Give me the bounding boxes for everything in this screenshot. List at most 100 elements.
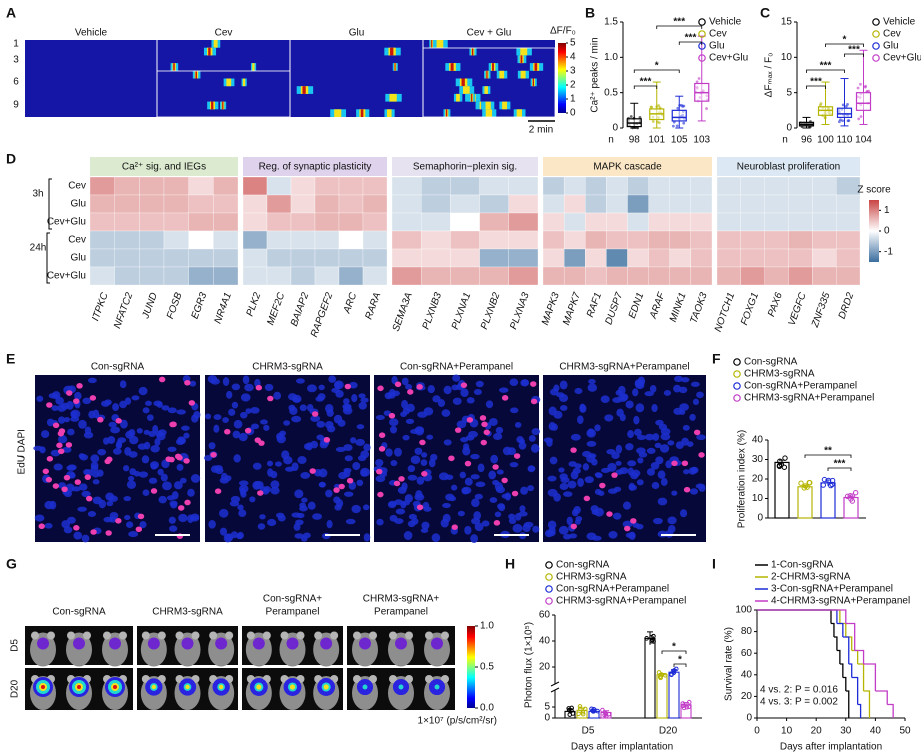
dapi-nucleus bbox=[608, 530, 618, 539]
dapi-nucleus bbox=[474, 522, 484, 532]
heatmap-cell bbox=[188, 248, 214, 268]
heatmap-cell bbox=[606, 248, 628, 268]
heatmap-cell bbox=[836, 248, 861, 268]
dapi-nucleus bbox=[692, 398, 700, 406]
y-tick-label: 0 bbox=[612, 123, 618, 134]
trace-event bbox=[195, 70, 198, 79]
edu-nucleus bbox=[611, 472, 618, 478]
dapi-nucleus bbox=[279, 430, 287, 437]
dapi-nucleus bbox=[637, 457, 644, 464]
micrograph-bg bbox=[543, 375, 706, 542]
dapi-nucleus bbox=[291, 512, 302, 518]
dapi-nucleus bbox=[635, 403, 645, 413]
group-header bbox=[717, 157, 860, 176]
dapi-nucleus bbox=[70, 416, 80, 422]
heatmap-cell bbox=[89, 248, 115, 268]
edu-nucleus bbox=[481, 421, 488, 428]
dapi-nucleus bbox=[498, 387, 509, 393]
dapi-nucleus bbox=[679, 403, 689, 411]
edu-nucleus bbox=[150, 488, 158, 494]
dapi-nucleus bbox=[559, 482, 569, 491]
dapi-nucleus bbox=[345, 518, 356, 525]
dapi-nucleus bbox=[390, 459, 398, 467]
dapi-nucleus bbox=[385, 448, 393, 457]
dapi-nucleus bbox=[167, 446, 177, 452]
dapi-nucleus bbox=[123, 495, 132, 502]
dapi-nucleus bbox=[464, 477, 473, 486]
image-title: CHRM3-sgRNA bbox=[152, 607, 223, 618]
dapi-nucleus bbox=[470, 453, 480, 460]
edu-nucleus bbox=[671, 460, 678, 467]
heatmap-cell bbox=[585, 248, 607, 268]
dapi-nucleus bbox=[123, 465, 130, 472]
dapi-nucleus bbox=[431, 533, 441, 543]
dapi-nucleus bbox=[514, 422, 522, 428]
signal bbox=[323, 684, 329, 690]
heatmap-cell bbox=[362, 176, 388, 196]
dapi-nucleus bbox=[264, 383, 274, 392]
heatmap-cell bbox=[391, 212, 422, 232]
dapi-nucleus bbox=[62, 446, 72, 453]
legend-label: 4-CHRM3-sgRNA+Perampanel bbox=[771, 596, 910, 607]
gene-label: FOSB bbox=[165, 291, 185, 321]
legend-label: 2-CHRM3-sgRNA bbox=[771, 572, 851, 583]
dapi-nucleus bbox=[149, 461, 160, 470]
dapi-nucleus bbox=[392, 390, 400, 397]
group-header bbox=[243, 157, 387, 176]
mouse-ear bbox=[175, 631, 184, 640]
gene-label: NFATC2 bbox=[112, 291, 135, 330]
survival-step bbox=[757, 609, 838, 624]
replicate-dot bbox=[684, 704, 690, 710]
panel-label: D bbox=[6, 151, 16, 167]
dapi-nucleus bbox=[375, 414, 385, 420]
mouse-ear bbox=[353, 631, 361, 640]
column-label: Cev bbox=[215, 28, 233, 39]
edu-nucleus bbox=[105, 530, 112, 536]
legend-marker bbox=[698, 30, 706, 38]
dapi-nucleus bbox=[659, 444, 670, 453]
dapi-nucleus bbox=[667, 440, 675, 446]
replicate-dot bbox=[680, 701, 686, 706]
heatmap-cell bbox=[740, 176, 765, 196]
heatmap-cell bbox=[627, 230, 649, 250]
heatmap-cell bbox=[338, 266, 364, 286]
dapi-nucleus bbox=[681, 377, 690, 383]
colorbar-title: Z score bbox=[857, 185, 891, 196]
dapi-nucleus bbox=[36, 395, 44, 402]
trace-event bbox=[173, 63, 175, 71]
edu-nucleus bbox=[460, 382, 468, 388]
jitter-dot bbox=[841, 103, 845, 107]
replicate-dot bbox=[651, 639, 656, 644]
dapi-nucleus bbox=[270, 480, 280, 489]
heatmap-cell bbox=[421, 194, 451, 214]
dapi-nucleus bbox=[489, 497, 498, 503]
y-tick-label: 0.5 bbox=[604, 87, 618, 98]
heatmap-cell bbox=[266, 230, 292, 250]
heatmap-cell bbox=[508, 212, 539, 232]
micrograph bbox=[543, 375, 706, 542]
dapi-nucleus bbox=[318, 384, 325, 391]
heatmap-cell bbox=[740, 194, 765, 214]
trace-event bbox=[471, 93, 473, 102]
signal bbox=[398, 684, 404, 690]
dapi-nucleus bbox=[558, 467, 565, 473]
dapi-nucleus bbox=[205, 413, 212, 420]
dapi-nucleus bbox=[120, 419, 128, 429]
edu-nucleus bbox=[493, 520, 501, 526]
trace-event bbox=[516, 109, 522, 117]
dapi-nucleus bbox=[348, 381, 358, 389]
edu-nucleus bbox=[63, 474, 71, 481]
heatmap-cell bbox=[213, 266, 239, 286]
dapi-nucleus bbox=[157, 468, 164, 476]
dapi-nucleus bbox=[297, 456, 307, 465]
category-label: 96 bbox=[801, 135, 813, 146]
dapi-nucleus bbox=[138, 471, 149, 478]
colorbar-tick-label: 0.5 bbox=[480, 662, 494, 673]
heatmap-cell bbox=[627, 212, 649, 232]
dapi-nucleus bbox=[343, 467, 352, 473]
signal bbox=[41, 685, 45, 689]
jitter-dot bbox=[859, 82, 862, 86]
edu-nucleus bbox=[311, 411, 319, 417]
dapi-nucleus bbox=[577, 415, 584, 424]
dapi-nucleus bbox=[266, 460, 274, 467]
